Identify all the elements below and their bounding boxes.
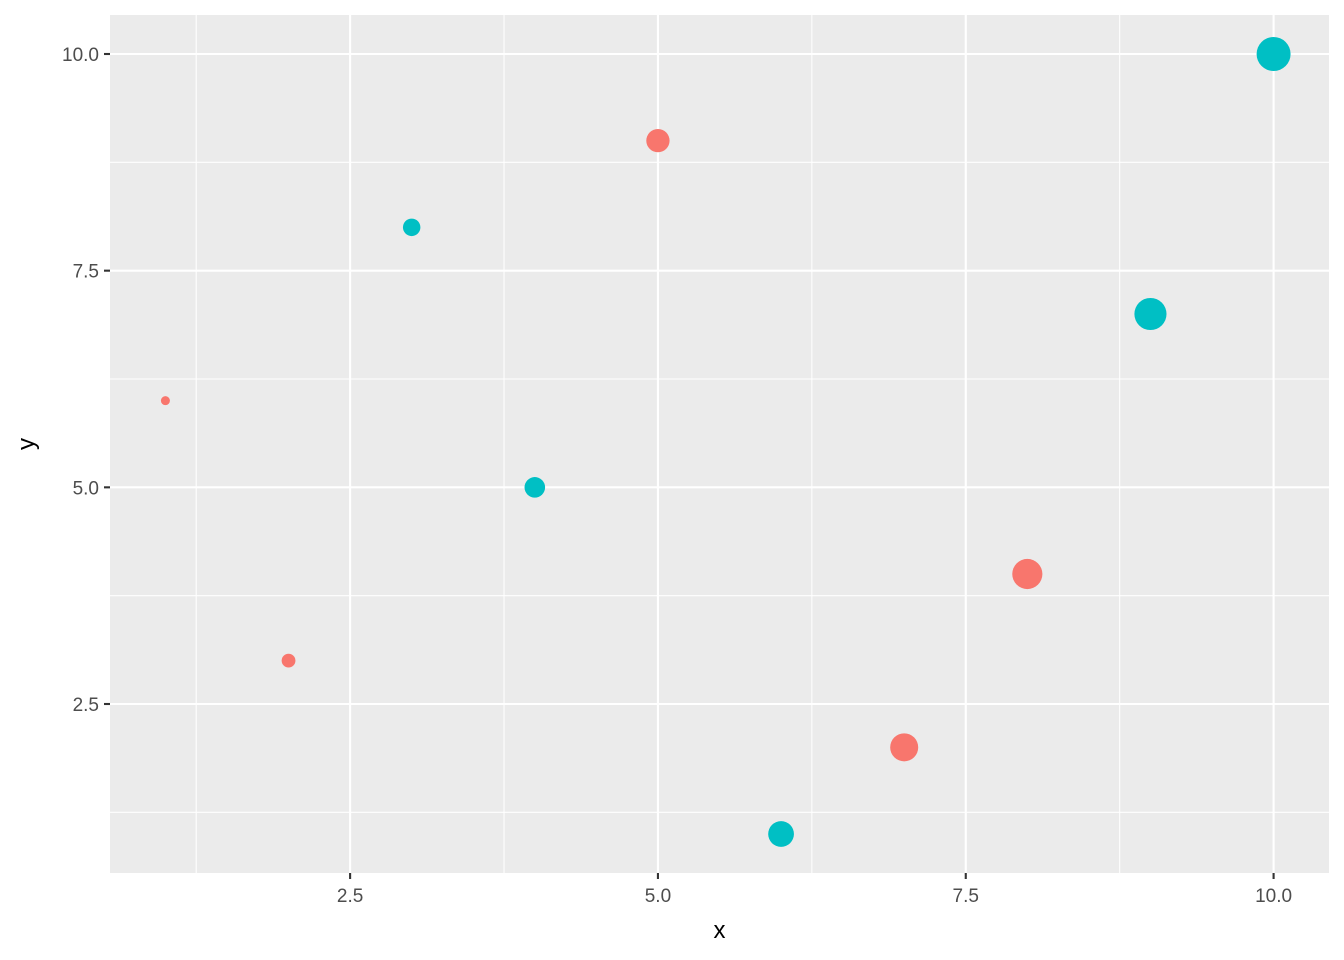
data-point <box>646 129 670 153</box>
data-point <box>1012 558 1043 590</box>
y-tick-label: 10.0 <box>62 45 99 66</box>
data-point <box>890 733 919 762</box>
y-tick-label: 5.0 <box>73 478 99 499</box>
data-point <box>768 821 794 847</box>
data-point <box>160 396 170 406</box>
data-point <box>402 218 421 237</box>
data-point <box>281 653 296 668</box>
minor-gridlines <box>110 15 1329 873</box>
data-point <box>1134 297 1167 331</box>
x-axis: 2.5 5.0 7.5 10.0 <box>337 873 1292 907</box>
major-gridlines <box>110 15 1329 873</box>
y-axis: 2.5 5.0 7.5 10.0 <box>62 45 110 716</box>
y-axis-title: y <box>13 438 40 450</box>
x-tick-label: 7.5 <box>953 886 979 907</box>
data-point <box>524 477 546 498</box>
x-tick-label: 5.0 <box>645 886 671 907</box>
x-axis-title: x <box>714 917 726 944</box>
plot-panel <box>110 15 1329 873</box>
data-point <box>1256 37 1291 71</box>
y-tick-label: 7.5 <box>73 262 99 283</box>
x-tick-label: 2.5 <box>337 886 363 907</box>
x-tick-label: 10.0 <box>1255 886 1292 907</box>
y-tick-label: 2.5 <box>73 695 99 716</box>
data-points <box>160 37 1291 847</box>
